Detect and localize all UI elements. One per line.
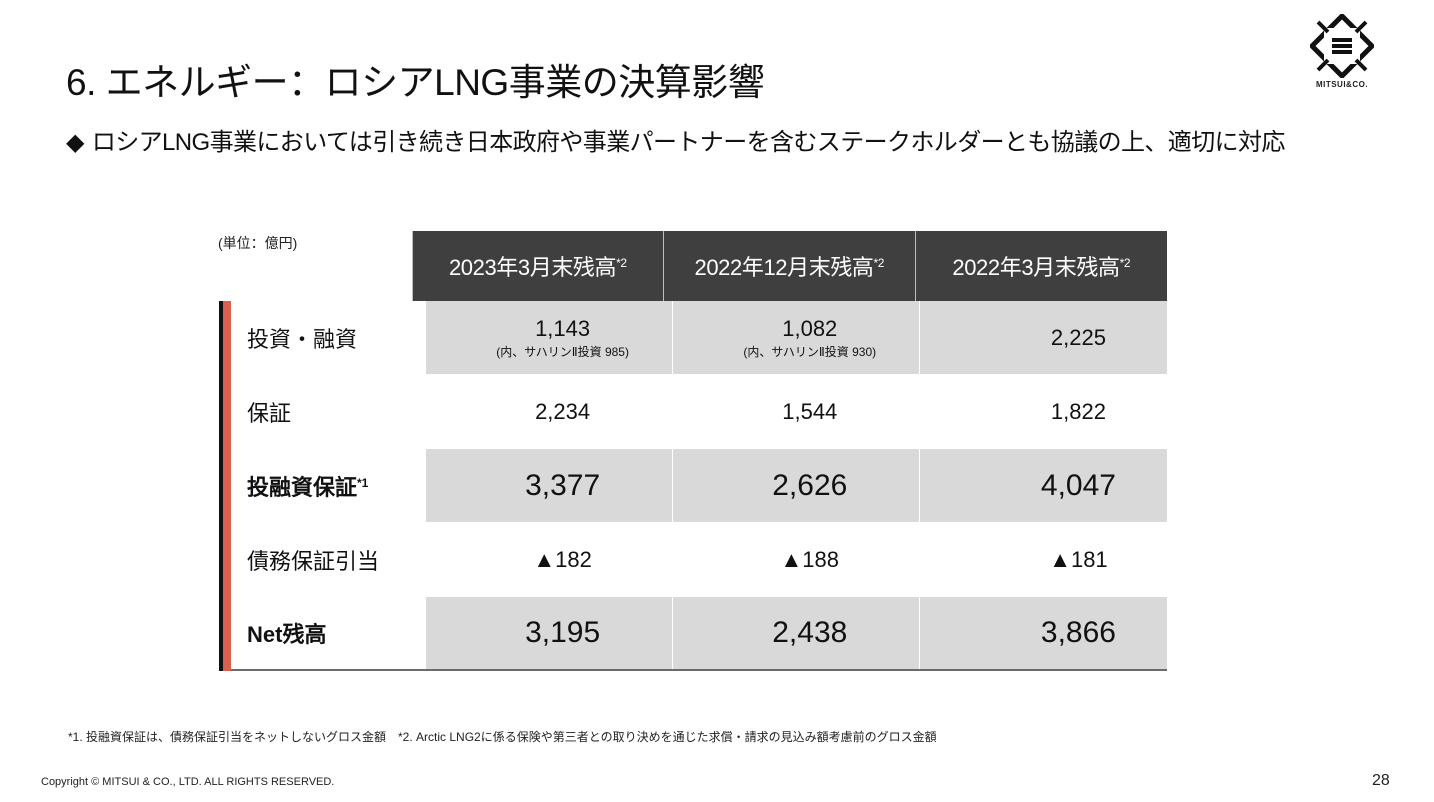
table-cell: 3,866 [918, 597, 1168, 669]
table-cell: 2,225 [918, 301, 1168, 374]
logo-text: MITSUI&CO. [1315, 80, 1369, 89]
table-cell: 4,047 [918, 449, 1168, 522]
table-row: 投融資保証 *1 3,377 2,626 4,047 [223, 449, 1168, 522]
table-row: 投資・融資 1,143 (内、サハリンⅡ投資 985) 1,082 (内、サハリンⅡ… [223, 301, 1168, 374]
page-title: 6. エネルギー：ロシアLNG事業の決算影響 [66, 62, 765, 103]
mitsui-logo-icon [1310, 14, 1374, 78]
table-cell: ▲188 [671, 523, 919, 596]
subtitle: ◆ ロシアLNG事業においては引き続き日本政府や事業パートナーを含むステークホルダ… [66, 122, 1285, 157]
diamond-bullet-icon: ◆ [66, 129, 84, 156]
footnote: *1. 投融資保証は、債務保証引当をネットしないグロス金額 *2. Arctic… [68, 730, 937, 744]
table-cell: 2,626 [671, 449, 919, 522]
table-cell: ▲182 [424, 523, 672, 596]
table-cell: 2,234 [424, 375, 672, 448]
copyright: Copyright © MITSUI & CO., LTD. ALL RIGHT… [41, 776, 335, 788]
page-number: 28 [1372, 772, 1390, 789]
table-row: 保証 2,234 1,544 1,822 [223, 375, 1167, 448]
row-label: 債務保証引当 [247, 548, 380, 574]
column-header: 2022年12月末残高 *2 [663, 231, 915, 301]
table-cell: 1,082 (内、サハリンⅡ投資 930) [671, 301, 919, 374]
table-cell: 3,195 [424, 597, 672, 669]
row-label: 投資・融資 [247, 326, 358, 352]
table-header: 2023年3月末残高 *2 2022年12月末残高 *2 2022年3月末残高 *2 [219, 231, 1167, 301]
table-cell: ▲181 [918, 523, 1167, 596]
table-row: 債務保証引当 ▲182 ▲188 ▲181 [223, 523, 1167, 596]
accent-bar [223, 301, 231, 671]
table-cell: 1,143 (内、サハリンⅡ投資 985) [424, 301, 672, 374]
table-cell: 3,377 [424, 449, 672, 522]
row-label: 保証 [247, 400, 292, 426]
unit-label: (単位：億円) [218, 235, 298, 251]
row-label: 投融資保証 *1 [247, 474, 369, 500]
table-body: 投資・融資 1,143 (内、サハリンⅡ投資 985) 1,082 (内、サハリンⅡ… [219, 301, 1168, 671]
subtitle-text: ロシアLNG事業においては引き続き日本政府や事業パートナーを含むステークホルダー… [91, 129, 1286, 156]
balance-table: 2023年3月末残高 *2 2022年12月末残高 *2 2022年3月末残高 *2 … [219, 231, 1168, 671]
column-header: 2022年3月末残高 *2 [914, 231, 1167, 301]
table-row: Net残高 3,195 2,438 3,866 [223, 597, 1168, 671]
column-header: 2023年3月末残高 *2 [411, 231, 664, 301]
row-label: Net残高 [247, 622, 327, 647]
table-cell: 1,822 [918, 375, 1167, 448]
table-cell: 2,438 [671, 597, 919, 669]
company-logo: MITSUI&CO. [1302, 14, 1382, 89]
table-cell: 1,544 [671, 375, 919, 448]
